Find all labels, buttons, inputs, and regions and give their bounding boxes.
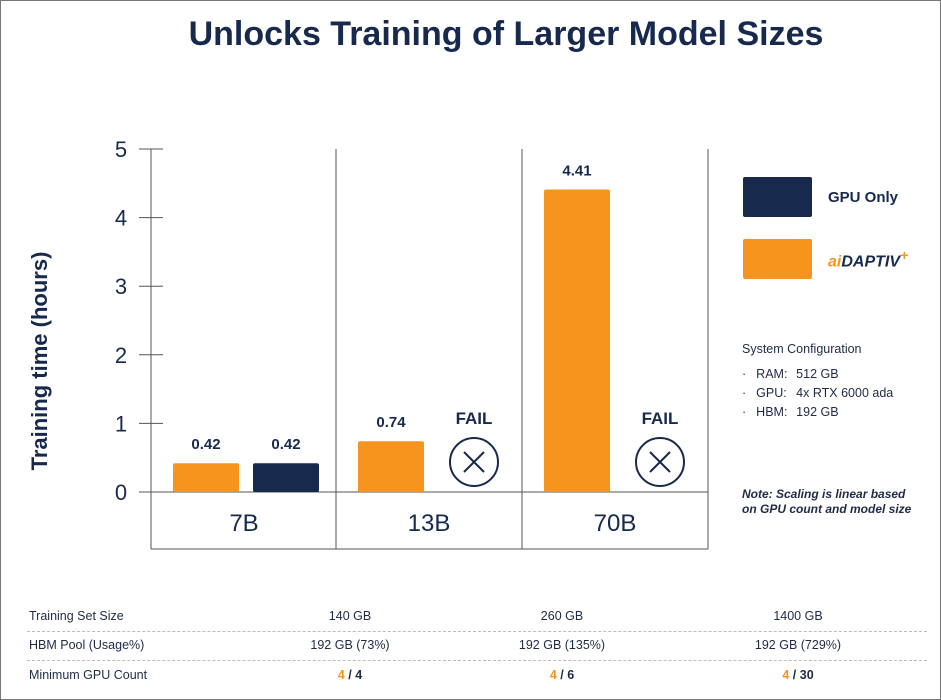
legend-label-gpu-only: GPU Only — [828, 189, 899, 206]
y-tick-label: 3 — [115, 274, 127, 299]
config-value: 4x RTX 6000 ada — [796, 386, 894, 400]
bar-aidaptiv — [358, 441, 424, 492]
table-cell: 260 GB — [540, 609, 584, 623]
bar-aidaptiv — [173, 463, 239, 492]
table-row: Training Set Size 140 GB 260 GB 1400 GB — [21, 602, 921, 630]
config-key: HBM: — [756, 405, 788, 419]
scaling-note: Note: Scaling is linear based on GPU cou… — [742, 487, 912, 516]
data-label: 4.41 — [562, 162, 591, 179]
y-tick-label: 0 — [115, 480, 127, 505]
chart-title: Unlocks Training of Larger Model Sizes — [188, 15, 824, 53]
config-value: 512 GB — [796, 367, 839, 381]
table-cell: 4 / 4 — [337, 668, 363, 682]
bar-gpu-only — [253, 463, 319, 492]
row-divider — [27, 660, 927, 661]
row-label: Minimum GPU Count — [29, 668, 148, 682]
system-config-heading: System Configuration — [742, 342, 862, 356]
table-cell: 4 / 6 — [549, 668, 575, 682]
y-tick-label: 4 — [115, 206, 127, 231]
fail-label: FAIL — [456, 409, 493, 428]
bar-chart: 0 1 2 3 4 5 Training time (hours) 7B 13B 70B 0.42 0… — [27, 137, 812, 550]
row-divider — [27, 631, 927, 632]
table-cell: 192 GB (135%) — [518, 638, 606, 652]
row-label: Training Set Size — [29, 609, 124, 623]
fail-label: FAIL — [642, 409, 679, 428]
y-tick-label: 5 — [115, 137, 127, 162]
bar-aidaptiv — [544, 189, 610, 492]
data-label: 0.42 — [271, 436, 300, 453]
config-item: · RAM: 512 GB — [742, 367, 839, 381]
data-label: 0.42 — [191, 436, 220, 453]
table-cell: 140 GB — [328, 609, 372, 623]
config-value: 192 GB — [796, 405, 839, 419]
category-label: 7B — [229, 510, 258, 537]
y-axis-label: Training time (hours) — [27, 252, 52, 471]
fail-icon — [635, 437, 685, 487]
fail-x-icon — [649, 451, 671, 473]
data-label: 0.74 — [376, 414, 406, 431]
table-row: HBM Pool (Usage%) 192 GB (73%) 192 GB (135… — [21, 631, 921, 659]
table-cell: 192 GB (729%) — [754, 638, 842, 652]
fail-x-icon — [463, 451, 485, 473]
config-item: · GPU: 4x RTX 6000 ada — [742, 386, 894, 400]
table-cell: 4 / 30 — [782, 668, 814, 682]
y-tick-label: 1 — [115, 411, 127, 436]
row-label: HBM Pool (Usage%) — [29, 638, 145, 652]
table-cell: 192 GB (73%) — [310, 638, 390, 652]
table-row: Minimum GPU Count 4 / 4 4 / 6 4 / 30 — [21, 661, 921, 689]
category-label: 13B — [408, 510, 451, 537]
category-label: 70B — [594, 510, 637, 537]
legend-swatch-gpu-only — [743, 177, 812, 217]
config-key: RAM: — [756, 367, 788, 381]
aidaptiv-logo: aiDAPTIV+ — [828, 247, 909, 271]
config-key: GPU: — [756, 386, 787, 400]
legend-swatch-aidaptiv — [743, 239, 812, 279]
config-item: · HBM: 192 GB — [742, 405, 839, 419]
fail-icon — [449, 437, 499, 487]
y-tick-label: 2 — [115, 343, 127, 368]
table-cell: 1400 GB — [773, 609, 823, 623]
